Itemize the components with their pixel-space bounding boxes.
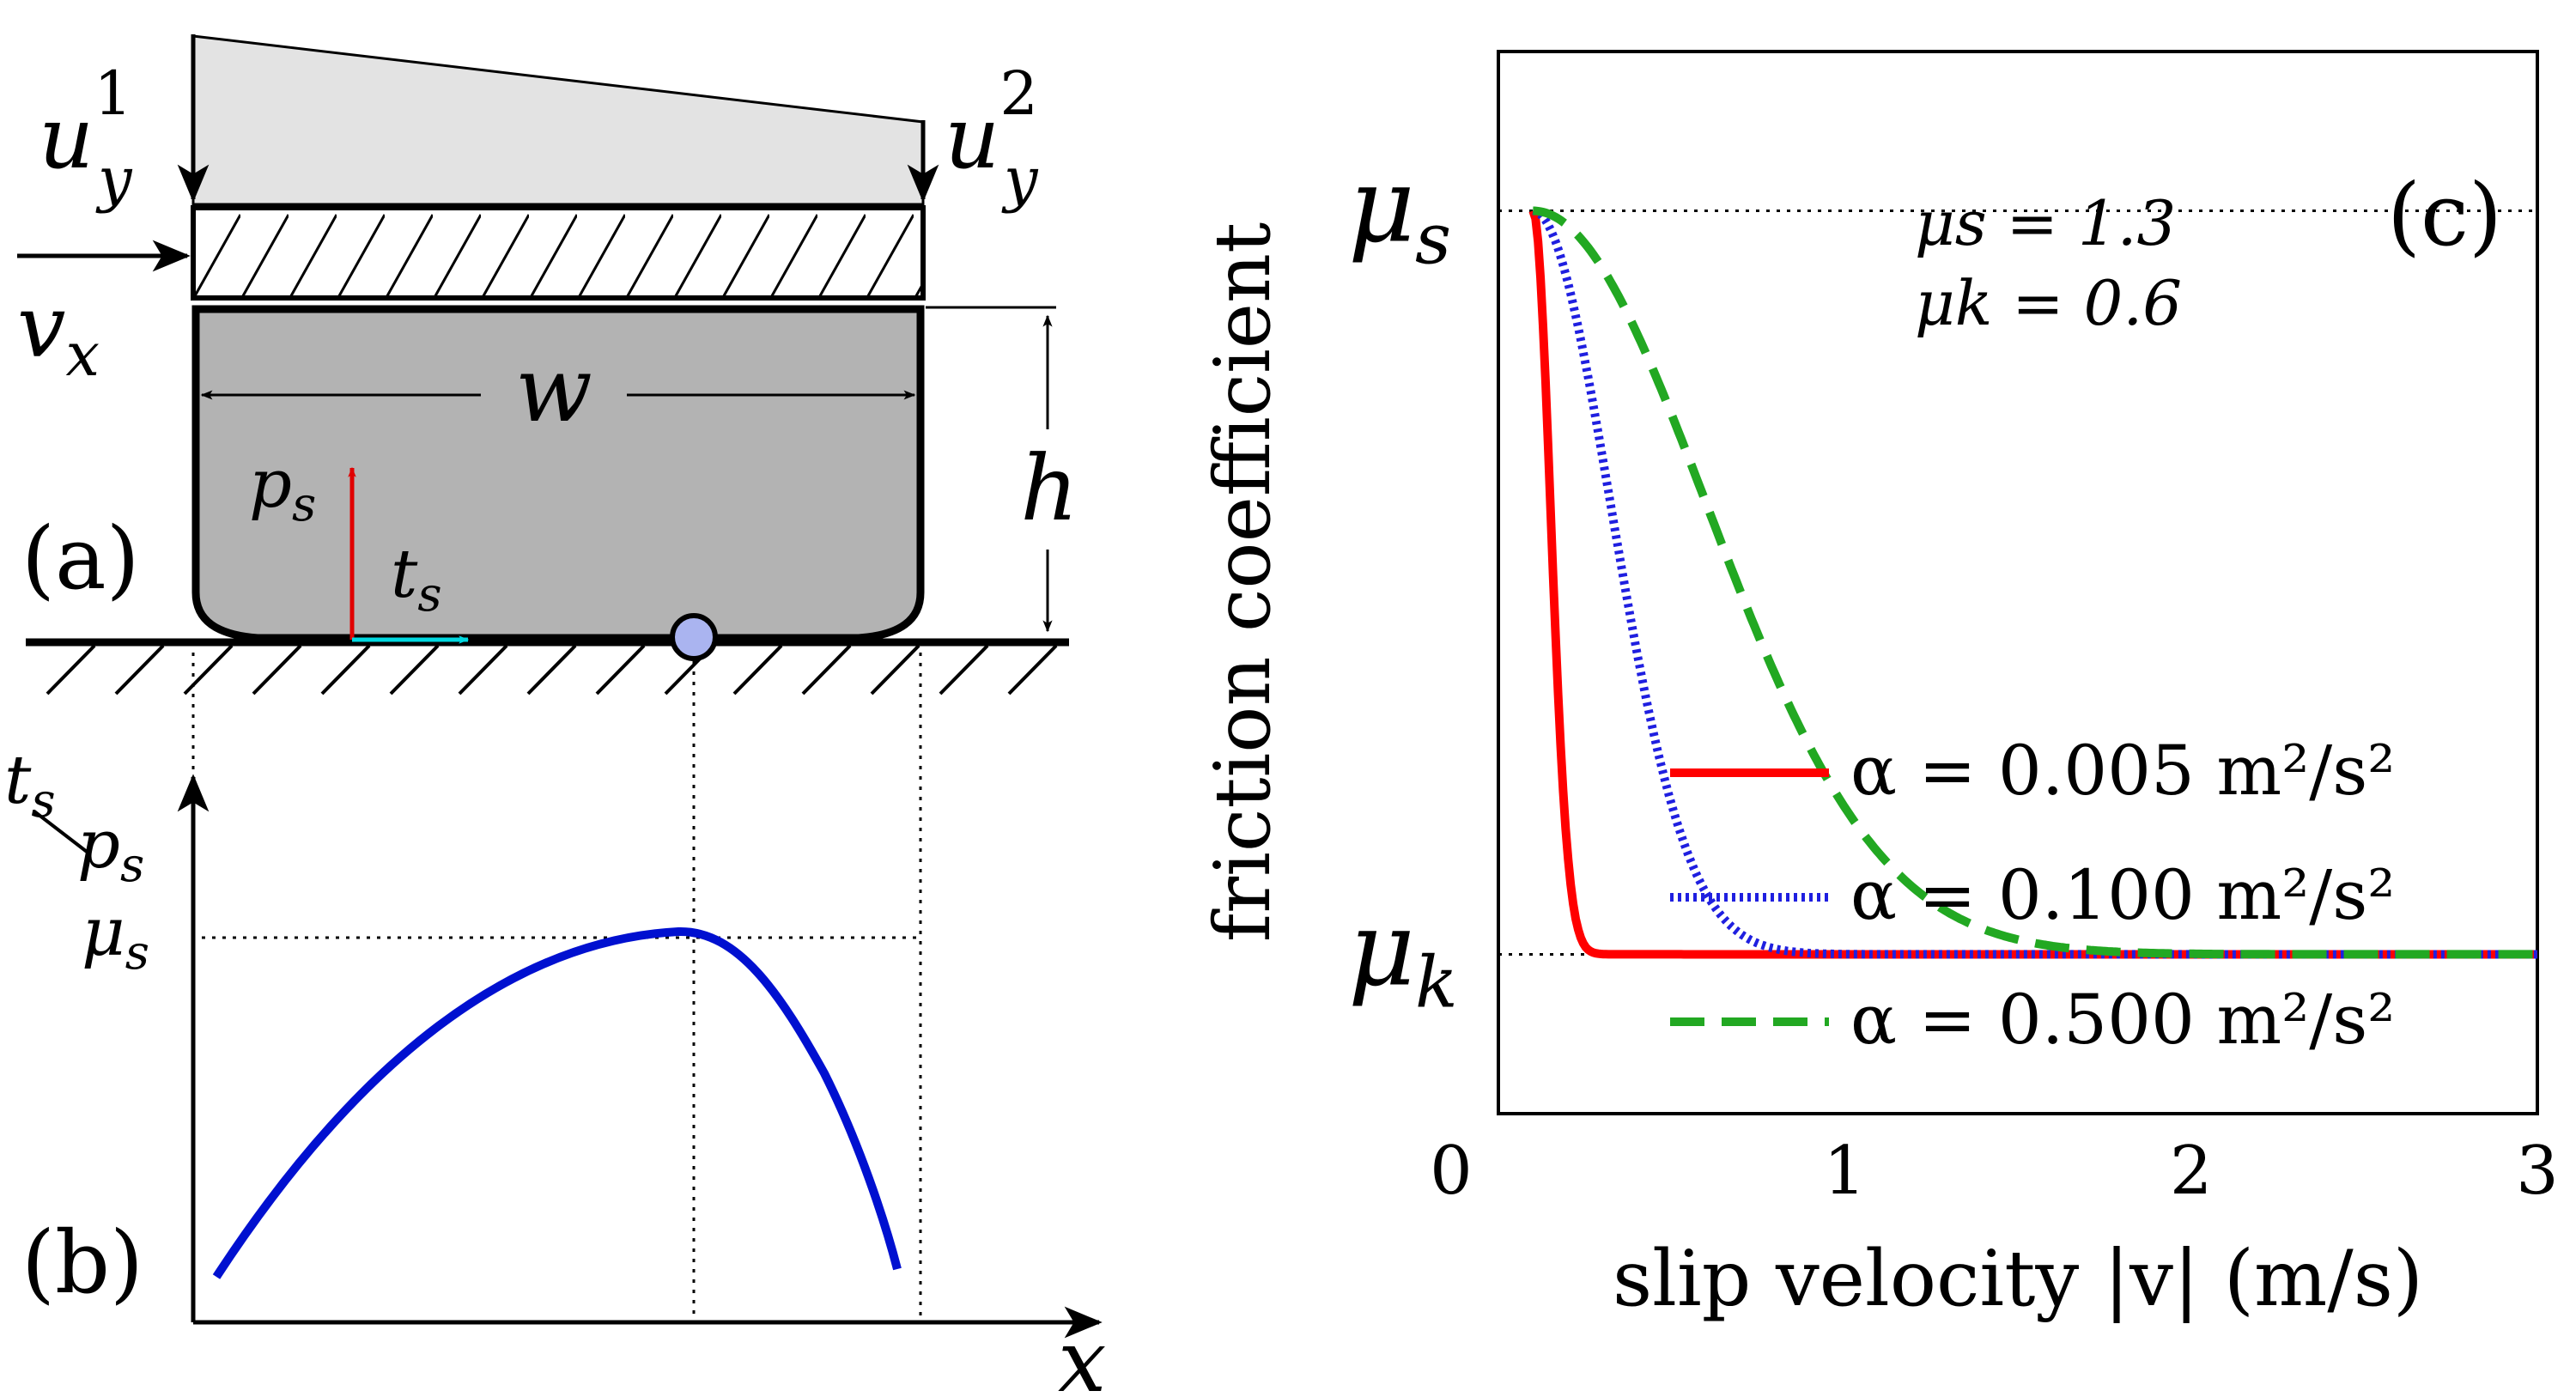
y-axis-title: friction coefficient <box>1198 222 1288 942</box>
x-tick-label: 1 <box>1824 1133 1867 1210</box>
x-axis-label: x <box>1058 1311 1106 1397</box>
traction-ratio-curve <box>212 926 902 1279</box>
legend-label-alpha-0005: α = 0.005 m²/s² <box>1850 731 2395 811</box>
x-tick-label: 3 <box>2516 1133 2559 1210</box>
mu-k-axis-label: μk <box>1348 890 1458 1023</box>
mu-s-axis-label: μs <box>1348 147 1451 281</box>
panel-a-label: (a) <box>21 508 140 609</box>
traction-ratio-numerator: ts <box>4 742 56 828</box>
vx-label: vx <box>17 276 100 390</box>
elastic-block <box>191 305 925 642</box>
ground-hatch <box>46 644 1058 695</box>
series-line-alpha-0100 <box>1532 206 2537 959</box>
panel-b: ts ps μs x (b) <box>4 742 1106 1397</box>
uy1-label: u1 y <box>39 58 133 215</box>
ps-label: ps <box>249 446 316 531</box>
traction-ratio-denominator: ps <box>77 806 144 892</box>
uy2-label: u2 y <box>945 58 1039 215</box>
legend-label-alpha-0100: α = 0.100 m²/s² <box>1850 855 2395 935</box>
legend: α = 0.005 m²/s² α = 0.100 m²/s² α = 0.50… <box>1670 731 2395 1060</box>
rigid-plate <box>191 205 926 301</box>
panel-c-label: (c) <box>2387 165 2502 265</box>
projection-guides <box>191 653 922 1322</box>
x-tick-label: 0 <box>1430 1133 1473 1210</box>
traction-ratio-slash <box>33 810 92 856</box>
series-line-alpha-0500 <box>1533 206 2537 959</box>
contact-point <box>670 613 718 661</box>
x-tick-labels: 0 1 2 3 <box>1430 1133 2559 1210</box>
panel-c: μs μk 0 1 2 3 slip velocity |v| (m/s) fr… <box>1198 50 2559 1324</box>
x-tick-label: 2 <box>2170 1133 2213 1210</box>
height-label: h <box>1020 436 1078 541</box>
mu-k-value-text: μk = 0.6 <box>1915 267 2182 339</box>
mu-s-value-text: μs = 1.3 <box>1915 187 2176 259</box>
legend-label-alpha-0500: α = 0.500 m²/s² <box>1850 980 2395 1060</box>
ts-label: ts <box>391 536 442 622</box>
plot-frame <box>1497 50 2539 1115</box>
displacement-load-profile <box>191 34 925 206</box>
mu-s-level-label: μs <box>82 894 149 980</box>
panel-b-label: (b) <box>21 1212 143 1313</box>
x-axis-title: slip velocity |v| (m/s) <box>1613 1234 2423 1324</box>
panel-a: u1 y u2 y vx w h <box>17 34 1078 695</box>
width-label: w <box>515 337 592 442</box>
